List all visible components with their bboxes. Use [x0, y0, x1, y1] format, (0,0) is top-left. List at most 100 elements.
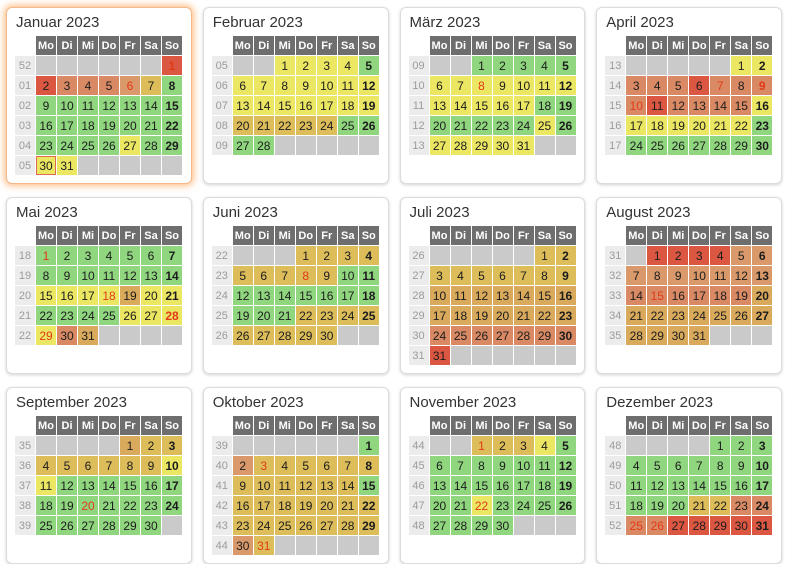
empty-day-cell	[450, 246, 471, 265]
day-cell: 14	[450, 476, 471, 495]
month-table: Mo Di Mi Do Fr Sa So 18 1 2 3 4 5 6 7 19 8 9 10 11 12 13 14 20 1…	[14, 225, 183, 346]
day-cell: 15	[120, 476, 140, 495]
day-cell: 8	[471, 76, 492, 95]
empty-day-cell	[162, 516, 182, 535]
day-cell: 3	[689, 246, 710, 265]
day-cell: 12	[731, 266, 752, 285]
day-cell: 17	[162, 476, 182, 495]
week-row: 17 24 25 26 27 28 29 30	[605, 136, 773, 155]
day-cell: 17	[316, 96, 337, 115]
week-number-cell: 22	[211, 246, 232, 265]
weekday-header: Fr	[120, 226, 140, 245]
day-cell: 24	[162, 496, 182, 515]
day-cell: 21	[450, 496, 471, 515]
day-cell: 23	[492, 116, 513, 135]
day-cell: 10	[513, 456, 534, 475]
day-cell: 27	[316, 516, 337, 535]
weekday-header: Do	[295, 36, 316, 55]
day-cell: 7	[141, 76, 161, 95]
day-cell: 18	[36, 496, 56, 515]
day-cell: 15	[295, 286, 316, 305]
day-cell: 16	[141, 476, 161, 495]
day-cell: 13	[141, 266, 161, 285]
day-cell: 14	[162, 266, 182, 285]
day-cell: 27	[429, 516, 450, 535]
day-cell: 22	[358, 496, 379, 515]
weekday-header: Mi	[668, 36, 689, 55]
day-cell: 4	[534, 436, 555, 455]
day-cell: 31	[253, 536, 274, 555]
day-cell: 29	[647, 326, 668, 345]
day-cell: 16	[668, 286, 689, 305]
week-number-cell: 12	[408, 116, 429, 135]
week-number-cell: 25	[211, 306, 232, 325]
month-card: Oktober 2023 Mo Di Mi Do Fr Sa So 39 1 40 2 3 4 5 6 7 8 41…	[202, 387, 389, 564]
day-cell: 27	[253, 326, 274, 345]
week-row: 33 14 15 16 17 18 19 20	[605, 286, 773, 305]
day-cell: 25	[534, 116, 555, 135]
day-cell: 28	[450, 136, 471, 155]
empty-day-cell	[295, 536, 316, 555]
empty-day-cell	[99, 156, 119, 175]
day-cell: 31	[429, 346, 450, 365]
day-cell: 17	[513, 96, 534, 115]
weekday-header: Fr	[513, 36, 534, 55]
empty-day-cell	[555, 136, 576, 155]
day-cell: 24	[626, 136, 647, 155]
day-cell: 24	[78, 306, 98, 325]
week-number-cell: 24	[211, 286, 232, 305]
day-cell: 27	[232, 136, 253, 155]
day-cell: 9	[36, 96, 56, 115]
empty-day-cell	[513, 246, 534, 265]
day-cell: 10	[253, 476, 274, 495]
day-cell: 24	[316, 116, 337, 135]
week-row: 05 1 2 3 4 5	[211, 56, 379, 75]
day-cell: 18	[450, 306, 471, 325]
day-cell: 18	[78, 116, 98, 135]
week-number-cell: 51	[605, 496, 626, 515]
day-cell: 11	[647, 96, 668, 115]
day-cell: 5	[295, 456, 316, 475]
day-cell: 3	[513, 56, 534, 75]
day-cell: 10	[689, 266, 710, 285]
day-cell: 8	[647, 266, 668, 285]
day-cell: 25	[99, 306, 119, 325]
weekday-header: Fr	[120, 36, 140, 55]
empty-day-cell	[78, 156, 98, 175]
week-number-cell: 06	[211, 76, 232, 95]
day-cell: 23	[752, 116, 773, 135]
week-number-cell: 16	[605, 116, 626, 135]
day-cell: 14	[99, 476, 119, 495]
weekday-header: Mo	[626, 226, 647, 245]
day-cell: 29	[162, 136, 182, 155]
day-cell: 12	[99, 96, 119, 115]
day-cell: 3	[162, 436, 182, 455]
weekday-header: Do	[295, 416, 316, 435]
day-cell: 29	[358, 516, 379, 535]
empty-day-cell	[253, 436, 274, 455]
week-number-cell: 26	[211, 326, 232, 345]
day-cell: 27	[78, 516, 98, 535]
day-cell: 4	[99, 246, 119, 265]
day-cell: 19	[295, 496, 316, 515]
month-card: März 2023 Mo Di Mi Do Fr Sa So 09 1 2 3 4 5 10 6 7 8 9 10 11…	[399, 7, 586, 184]
day-cell: 20	[668, 496, 689, 515]
day-cell: 22	[471, 496, 492, 515]
day-cell: 14	[337, 476, 358, 495]
weekday-header: Mi	[668, 226, 689, 245]
week-number-cell: 31	[605, 246, 626, 265]
month-table: Mo Di Mi Do Fr Sa So 26 1 2 27 3 4 5 6 7 8 9 28 10 11 12 13 14 1…	[408, 225, 577, 366]
day-cell: 29	[471, 516, 492, 535]
weekday-header: So	[162, 416, 182, 435]
week-number-cell: 42	[211, 496, 232, 515]
weekday-header: So	[162, 36, 182, 55]
weekday-header: Fr	[513, 416, 534, 435]
empty-day-cell	[316, 436, 337, 455]
day-cell: 12	[295, 476, 316, 495]
day-cell: 1	[36, 246, 56, 265]
day-cell: 11	[36, 476, 56, 495]
empty-day-cell	[626, 56, 647, 75]
week-number-cell: 05	[15, 156, 35, 175]
day-cell: 22	[647, 306, 668, 325]
empty-day-cell	[337, 436, 358, 455]
